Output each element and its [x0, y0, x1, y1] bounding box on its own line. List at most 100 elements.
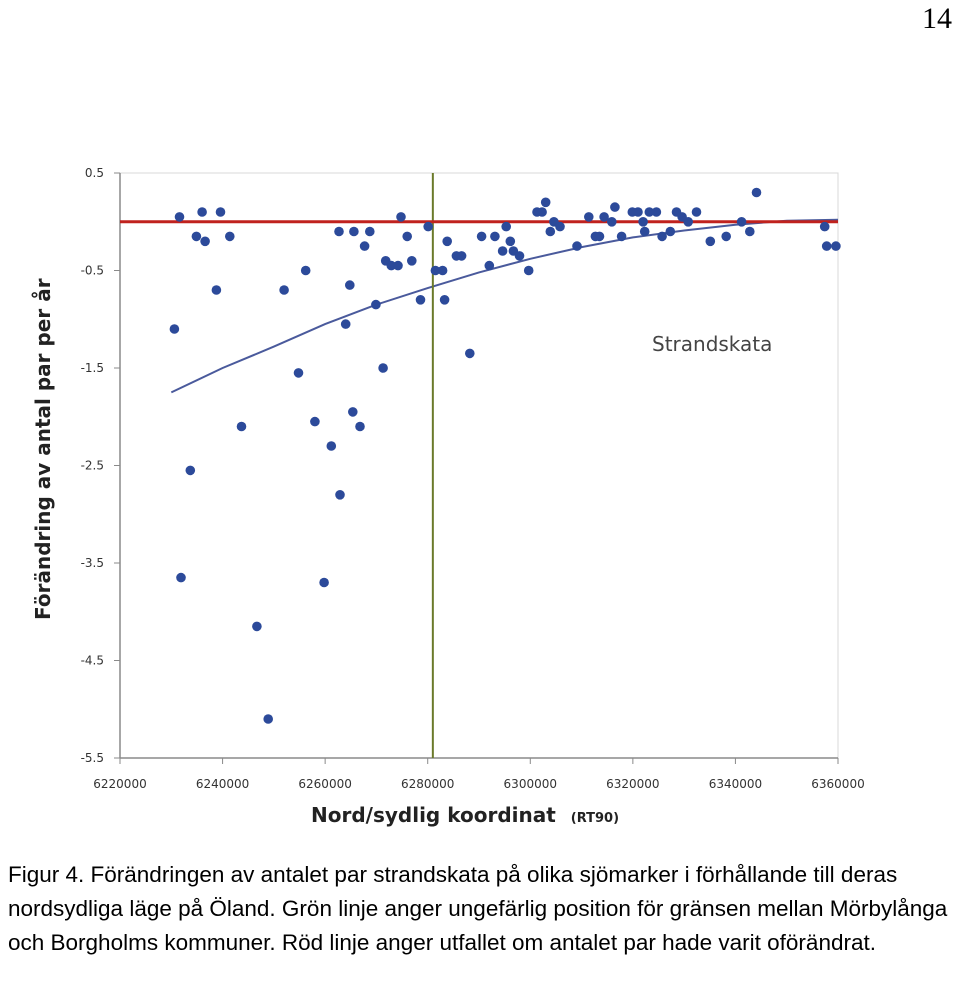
- data-point: [639, 226, 650, 237]
- data-point: [334, 226, 344, 237]
- data-point: [191, 231, 202, 242]
- data-point: [176, 572, 186, 583]
- x-tick-label: 6260000: [298, 777, 351, 791]
- data-point: [484, 260, 495, 271]
- data-point: [501, 221, 512, 232]
- data-point: [326, 441, 337, 451]
- data-point: [465, 348, 475, 359]
- data-point: [505, 236, 516, 247]
- data-point: [386, 260, 397, 271]
- data-point: [442, 236, 453, 247]
- trend-line: [170, 218, 839, 394]
- data-point: [252, 621, 262, 632]
- data-point: [456, 251, 467, 261]
- data-point: [225, 231, 235, 242]
- data-point: [599, 212, 609, 222]
- y-tick-label: -3.5: [81, 556, 104, 570]
- data-point: [371, 299, 381, 310]
- data-point: [293, 368, 304, 378]
- data-point: [497, 246, 508, 256]
- data-point: [423, 221, 434, 232]
- x-tick-label: 6280000: [401, 777, 454, 791]
- page-number: 14: [922, 2, 952, 35]
- data-point: [610, 202, 620, 212]
- data-point: [607, 217, 617, 227]
- data-point: [821, 241, 832, 251]
- data-point: [310, 416, 320, 427]
- data-point: [555, 221, 565, 232]
- data-point: [545, 226, 556, 237]
- data-point: [396, 212, 406, 222]
- data-point: [200, 236, 210, 247]
- data-point: [407, 256, 417, 266]
- scatter-chart: 0.5 -0.5 -1.5 -2.5 -3.5 -4.5 -5.5 6220000 624000…: [31, 166, 865, 827]
- y-tick-label: -1.5: [81, 361, 104, 375]
- data-point: [430, 265, 441, 276]
- data-point: [340, 319, 351, 329]
- data-point: [236, 421, 247, 432]
- trend-layer: [170, 218, 839, 394]
- data-point: [393, 260, 403, 271]
- data-point: [263, 714, 274, 724]
- data-point: [540, 197, 551, 208]
- data-point: [616, 231, 627, 242]
- data-point: [638, 217, 648, 227]
- data-point: [584, 212, 594, 222]
- data-point: [651, 207, 662, 217]
- x-axis-label-unit: (RT90): [571, 811, 619, 826]
- data-point: [402, 231, 413, 242]
- y-tick-label: 0.5: [85, 166, 104, 180]
- axes: 0.5 -0.5 -1.5 -2.5 -3.5 -4.5 -5.5 6220000 624000…: [81, 166, 865, 791]
- y-tick-label: -0.5: [81, 264, 104, 278]
- data-point: [349, 226, 359, 237]
- data-point: [751, 187, 762, 198]
- data-point: [523, 265, 534, 276]
- data-point: [300, 265, 311, 276]
- data-point: [279, 285, 289, 295]
- data-point: [415, 295, 426, 305]
- x-tick-label: 6360000: [811, 777, 864, 791]
- data-point: [736, 217, 747, 227]
- data-point: [439, 295, 450, 305]
- data-point: [476, 231, 487, 242]
- data-point: [683, 217, 693, 227]
- data-point: [831, 241, 841, 251]
- data-point: [359, 241, 370, 251]
- x-tick-label: 6300000: [504, 777, 557, 791]
- data-point: [819, 221, 830, 232]
- data-point: [594, 231, 605, 242]
- data-point: [657, 231, 667, 242]
- data-point: [348, 407, 358, 417]
- y-tick-label: -4.5: [81, 654, 104, 668]
- data-point: [490, 231, 500, 242]
- data-point: [211, 285, 222, 295]
- data-point: [644, 207, 655, 217]
- data-point: [721, 231, 731, 242]
- data-point: [633, 207, 643, 217]
- data-point: [174, 212, 185, 222]
- data-point: [691, 207, 702, 217]
- data-point: [745, 226, 755, 237]
- data-point: [355, 421, 365, 432]
- data-point: [335, 490, 345, 500]
- y-tick-label: -5.5: [81, 751, 104, 765]
- y-tick-label: -2.5: [81, 459, 104, 473]
- x-tick-label: 6340000: [709, 777, 762, 791]
- data-point: [169, 324, 180, 334]
- data-point: [319, 577, 329, 588]
- data-point: [215, 207, 226, 217]
- data-point: [185, 465, 196, 476]
- x-axis-label: Nord/sydlig koordinat (RT90): [311, 803, 619, 827]
- plot-area: [119, 172, 839, 759]
- data-point: [514, 251, 525, 261]
- series-annotation: Strandskata: [652, 332, 772, 356]
- data-point: [705, 236, 716, 247]
- data-point: [572, 241, 582, 251]
- x-tick-label: 6220000: [93, 777, 146, 791]
- data-point: [378, 363, 388, 373]
- points-layer: [169, 187, 841, 724]
- data-point: [197, 207, 207, 217]
- data-point: [365, 226, 375, 237]
- data-point: [345, 280, 355, 290]
- data-point: [537, 207, 547, 217]
